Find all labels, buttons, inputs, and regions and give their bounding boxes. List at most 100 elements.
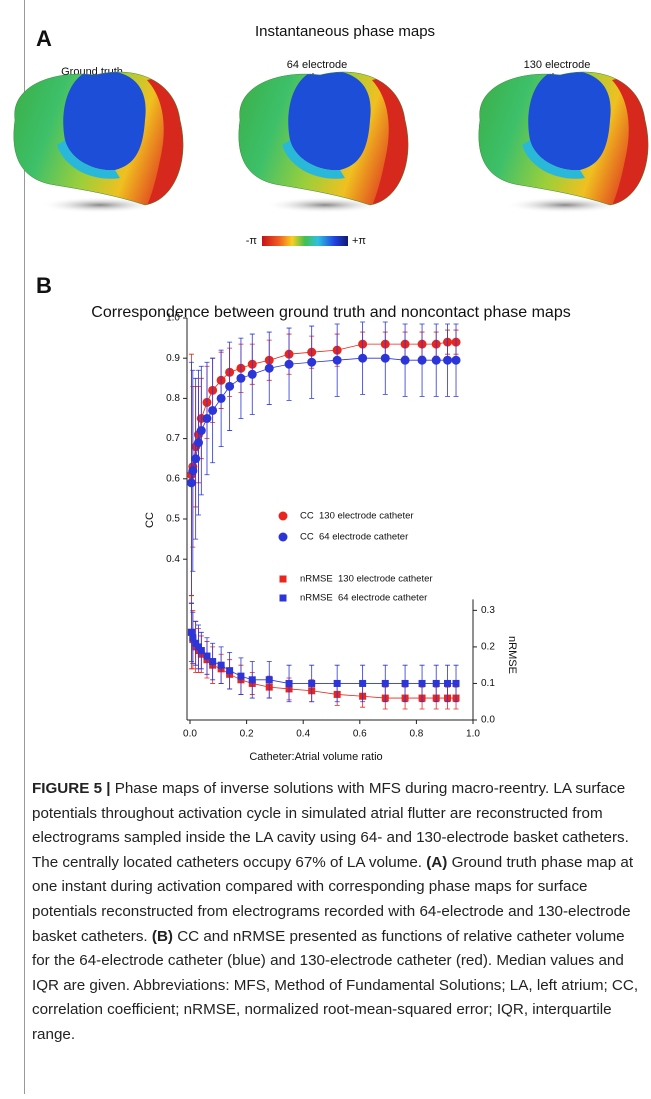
caption-bold: (A) [426,853,448,871]
data-point [332,355,342,365]
legend-label: nRMSE 64 electrode catheter [300,593,427,604]
data-point [380,353,390,363]
caption: FIGURE 5 | Phase maps of inverse solutio… [32,777,644,1048]
map-blue [288,72,371,171]
map-cyan [282,140,345,179]
map-shadow [40,197,160,213]
x-tick-label: 0.6 [353,729,367,740]
data-point [191,454,201,464]
data-point [358,353,368,363]
y-tick-label: 0.7 [166,433,180,444]
data-point [451,355,461,365]
map-blue [528,72,611,171]
data-point [196,426,206,436]
panel-title: Instantaneous phase maps [255,23,435,40]
frame [24,0,25,1094]
data-point [203,652,211,660]
legend-label: CC 130 electrode catheter [300,511,414,522]
data-point [192,639,200,647]
data-point [216,393,226,403]
map-shadow [265,197,385,213]
data-point [248,676,256,684]
data-point [417,355,427,365]
data-point [285,679,293,687]
phase-map [478,71,649,206]
y2-tick-label: 0.1 [481,678,495,689]
data-point [188,466,198,476]
data-point [333,679,341,687]
phase-map [238,71,409,206]
legend-label: nRMSE 130 electrode catheter [300,574,433,585]
panel-label: B [36,273,52,298]
map-cyan [522,140,585,179]
data-point [217,661,225,669]
data-point [187,628,195,636]
data-point [452,679,460,687]
legend-label: CC 64 electrode catheter [300,532,408,543]
data-point [431,355,441,365]
caption-bold: FIGURE 5 | [32,780,111,797]
legend-marker [278,511,288,521]
y-tick-label: 0.5 [166,514,180,525]
data-point [225,381,235,391]
figure: A Instantaneous phase maps Ground truth6… [13,23,649,763]
data-point [443,355,453,365]
legend-marker [278,532,288,542]
data-point [418,679,426,687]
x-tick-label: 1.0 [466,729,480,740]
caption-text: Phase maps of inverse solutions with MFS… [32,780,633,871]
y-tick-label: 0.8 [166,393,180,404]
phase-map-body [13,72,184,205]
caption-bold: (B) [151,927,173,945]
data-point [197,647,205,655]
y-tick-label: 0.9 [166,353,180,364]
x-axis-label: Catheter:Atrial volume ratio [249,751,382,763]
data-point [400,355,410,365]
data-point [236,373,246,383]
data-point [444,679,452,687]
colorbar [262,236,348,246]
panel-label: A [36,26,52,51]
data-point [247,369,257,379]
data-point [226,667,234,675]
data-point [381,679,389,687]
data-point [401,679,409,687]
data-point [308,679,316,687]
colorbar-min: -π [246,235,258,247]
data-point [208,405,218,415]
data-point [189,634,197,642]
map-cyan [57,140,120,179]
map-shadow [505,197,625,213]
series-line [191,341,457,475]
series-line [191,632,457,699]
y-axis-label: CC [144,512,156,528]
caption-text: CC and nRMSE presented as functions of r… [32,927,643,1043]
caption-text: Ground truth phase map at one instant du… [32,853,638,945]
data-point [264,363,274,373]
y-tick-label: 1.0 [166,313,180,324]
data-point [307,357,317,367]
map-label: 130 electrode [524,59,591,71]
map-label: 64 electrode [287,59,348,71]
y2-tick-label: 0.2 [481,642,495,653]
legend-marker [279,594,287,602]
data-point [202,414,212,423]
data-point [209,658,217,666]
y2-axis-label: nRMSE [506,636,518,674]
x-tick-label: 0.2 [240,729,254,740]
x-tick-label: 0.4 [296,729,310,740]
colorbar-max: +π [352,235,366,247]
data-point [265,676,273,684]
data-point [237,672,245,680]
series-line [191,357,457,483]
data-point [193,438,203,448]
map-blue [63,72,146,171]
y-tick-label: 0.6 [166,473,180,484]
chart-title: Correspondence between ground truth and … [91,304,570,321]
x-tick-label: 0.0 [183,729,197,740]
y-tick-label: 0.4 [166,554,180,565]
x-tick-label: 0.8 [409,729,423,740]
y2-tick-label: 0.3 [481,605,495,616]
